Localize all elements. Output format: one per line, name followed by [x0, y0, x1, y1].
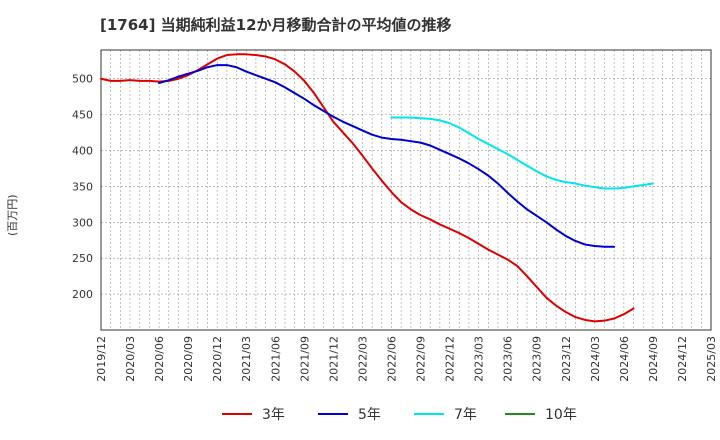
- grid-layer: [101, 50, 711, 330]
- x-tick-label: 2024/06: [618, 336, 631, 382]
- legend-label: 7年: [454, 407, 477, 423]
- x-tick-label: 2019/12: [95, 336, 108, 382]
- x-tick-label: 2022/06: [385, 336, 398, 382]
- x-tick-label: 2021/06: [269, 336, 282, 382]
- legend-label: 3年: [262, 407, 285, 423]
- x-tick-label: 2023/03: [473, 336, 486, 382]
- y-tick-label: 250: [72, 252, 93, 265]
- x-tick-label: 2021/09: [298, 336, 311, 382]
- y-tick-label: 300: [72, 216, 93, 229]
- y-tick-label: 450: [72, 109, 93, 122]
- x-tick-label: 2021/12: [327, 336, 340, 382]
- legend-label: 10年: [545, 407, 577, 423]
- y-tick-label: 400: [72, 145, 93, 158]
- y-tick-label: 200: [72, 288, 93, 301]
- x-tick-label: 2022/09: [415, 336, 428, 382]
- series-layer: [100, 53, 654, 323]
- x-tick-label: 2025/03: [705, 336, 718, 382]
- x-tick-label: 2024/09: [647, 336, 660, 382]
- chart-title: [1764] 当期純利益12か月移動合計の平均値の推移: [100, 16, 452, 34]
- x-tick-label: 2024/03: [589, 336, 602, 382]
- series-line-1: [158, 64, 616, 248]
- y-tick-labels: 200 250 300 350 400 450 500: [72, 73, 93, 301]
- series-line-2: [390, 116, 654, 190]
- x-tick-labels: 2019/12 2020/03 2020/06 2020/09 2020/12 2021/…: [95, 336, 718, 382]
- x-tick-label: 2020/06: [153, 336, 166, 382]
- plot-frame: [100, 49, 712, 331]
- x-tick-label: 2022/12: [444, 336, 457, 382]
- x-tick-label: 2020/12: [211, 336, 224, 382]
- series-line-0: [100, 53, 635, 323]
- x-tick-label: 2023/09: [531, 336, 544, 382]
- x-tick-label: 2022/03: [356, 336, 369, 382]
- y-tick-label: 350: [72, 180, 93, 193]
- legend-label: 5年: [358, 407, 381, 423]
- y-tick-label: 500: [72, 73, 93, 86]
- x-tick-label: 2023/12: [560, 336, 573, 382]
- legend: 3年 5年 7年 10年: [222, 407, 577, 423]
- x-tick-label: 2023/06: [502, 336, 515, 382]
- x-tick-label: 2021/03: [240, 336, 253, 382]
- x-tick-label: 2020/09: [182, 336, 195, 382]
- x-tick-label: 2024/12: [676, 336, 689, 382]
- x-tick-label: 2020/03: [124, 336, 137, 382]
